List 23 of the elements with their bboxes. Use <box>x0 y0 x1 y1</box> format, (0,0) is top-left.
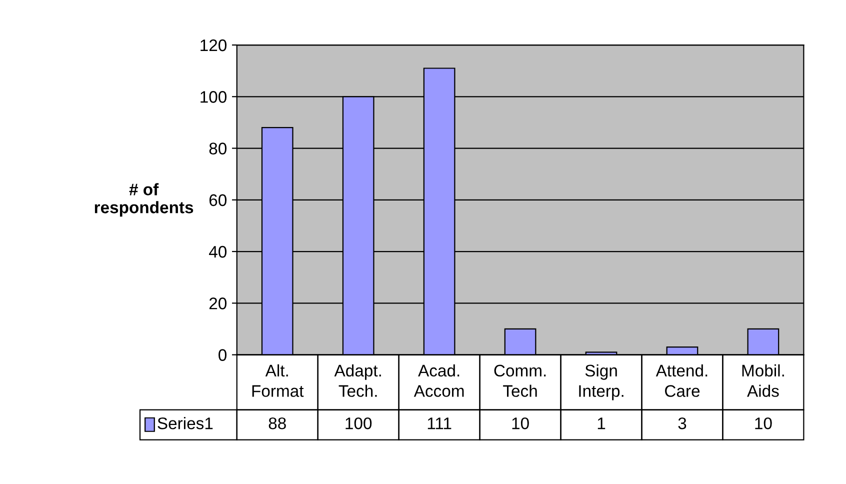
data-label: 88 <box>268 417 286 430</box>
data-label: 100 <box>346 417 372 430</box>
y-tick-label: 20 <box>209 298 227 310</box>
x-tick-label: Comm. Tech <box>494 364 546 397</box>
data-label: 111 <box>428 418 452 430</box>
x-tick-label: Attend. Care <box>656 364 708 397</box>
x-tick-label: Alt. Format <box>252 364 304 397</box>
x-tick-label: Acad. Accom <box>414 364 464 397</box>
y-tick-label: 100 <box>200 91 227 103</box>
x-tick-label: Sign Interp. <box>579 364 624 400</box>
y-axis-title: # of respondents <box>94 183 194 217</box>
y-tick-label: 80 <box>209 142 227 154</box>
y-tick-label: 120 <box>200 39 227 52</box>
legend-label: Series1 <box>158 417 213 430</box>
data-label: 3 <box>678 417 686 430</box>
x-tick-label: Adapt. Tech. <box>334 364 381 397</box>
y-tick-label: 40 <box>209 246 227 258</box>
y-tick-label: 0 <box>218 349 227 361</box>
data-label: 10 <box>755 417 772 430</box>
data-label: 10 <box>512 417 529 430</box>
x-tick-label: Mobil. Aids <box>742 364 784 397</box>
data-label: 1 <box>598 418 606 430</box>
y-tick-label: 60 <box>209 194 227 206</box>
